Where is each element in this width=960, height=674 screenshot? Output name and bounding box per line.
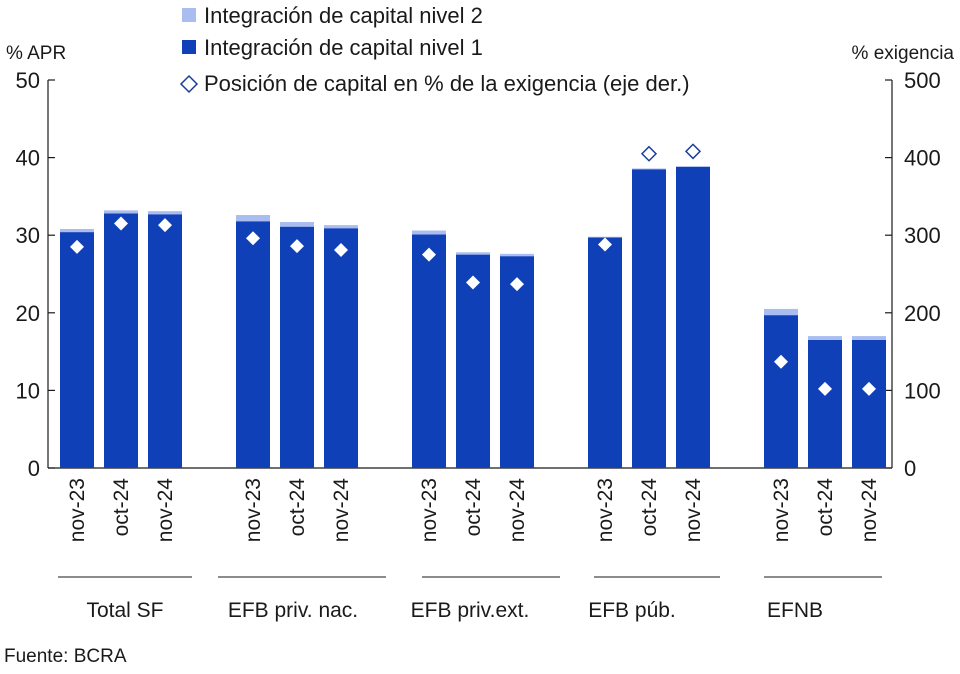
- source-note: Fuente: BCRA: [4, 646, 127, 667]
- group-label: EFB priv.ext.: [411, 599, 530, 622]
- capital-position-marker: [774, 354, 788, 369]
- bar-tier1: [500, 256, 534, 468]
- bar-tier1: [60, 232, 94, 468]
- x-tick-label: oct-24: [814, 478, 837, 537]
- capital-position-marker: [334, 242, 348, 257]
- x-tick-label: oct-24: [110, 478, 133, 537]
- capital-position-marker: [818, 381, 832, 396]
- right-tick-label: 500: [904, 68, 941, 93]
- group-label: EFB priv. nac.: [228, 599, 358, 622]
- bar-tier1: [412, 234, 446, 468]
- x-tick-label: nov-24: [506, 478, 529, 543]
- legend-label-capital-position: Posición de capital en % de la exigencia…: [204, 71, 690, 96]
- bar-tier2: [588, 236, 622, 238]
- capital-position-marker: [640, 145, 658, 162]
- x-tick-label: nov-24: [682, 478, 705, 543]
- legend-swatch-tier1: [182, 40, 196, 54]
- x-tick-label: oct-24: [462, 478, 485, 537]
- bar-tier2: [764, 308, 798, 316]
- left-axis-unit-label: % APR: [6, 43, 66, 64]
- bar-tier1: [280, 226, 314, 468]
- bar-tier2: [60, 228, 94, 233]
- bar-tier1: [588, 237, 622, 468]
- right-tick-label: 400: [904, 146, 941, 171]
- x-tick-label: oct-24: [638, 478, 661, 537]
- x-tick-label: oct-24: [286, 478, 309, 537]
- x-tick-label: nov-23: [66, 478, 89, 542]
- bar-tier2: [808, 336, 842, 340]
- left-tick-label: 50: [16, 68, 40, 93]
- bar-tier1: [676, 166, 710, 469]
- capital-position-marker: [290, 239, 304, 254]
- bar-tier2: [456, 252, 490, 255]
- legend-marker-capital-position: [179, 74, 199, 94]
- bar-tier1: [236, 221, 270, 468]
- bar-tier1: [456, 254, 490, 468]
- bar-tier1: [148, 214, 182, 468]
- x-tick-label: nov-23: [242, 478, 265, 542]
- capital-position-marker: [598, 237, 612, 252]
- capital-position-marker: [862, 381, 876, 396]
- bar-tier1: [324, 228, 358, 468]
- bar-tier1: [808, 339, 842, 468]
- left-tick-label: 0: [28, 456, 40, 481]
- capital-position-marker: [70, 239, 84, 254]
- bar-tier2: [280, 222, 314, 227]
- capital-position-marker: [510, 277, 524, 292]
- capital-position-marker: [114, 216, 128, 231]
- x-tick-label: nov-24: [858, 478, 881, 543]
- left-tick-label: 20: [16, 301, 40, 326]
- capital-position-marker: [422, 247, 436, 262]
- bar-tier1: [764, 315, 798, 468]
- bar-tier2: [500, 253, 534, 257]
- x-tick-label: nov-24: [154, 478, 177, 543]
- bar-tier2: [236, 215, 270, 222]
- capital-position-marker: [246, 231, 260, 246]
- right-tick-label: 100: [904, 378, 941, 403]
- bar-tier2: [412, 230, 446, 235]
- right-tick-label: 0: [904, 456, 916, 481]
- group-label: EFB púb.: [588, 599, 676, 622]
- bar-tier2: [104, 210, 138, 214]
- x-tick-label: nov-24: [330, 478, 353, 543]
- x-tick-label: nov-23: [594, 478, 617, 542]
- bar-tier2: [676, 166, 710, 167]
- legend-label-tier2: Integración de capital nivel 2: [204, 3, 483, 28]
- left-tick-label: 30: [16, 223, 40, 248]
- group-label: EFNB: [767, 599, 823, 622]
- capital-position-marker: [684, 143, 702, 160]
- legend-swatch-tier2: [182, 8, 196, 22]
- left-tick-label: 10: [16, 378, 40, 403]
- bar-tier1: [632, 169, 666, 469]
- bar-tier2: [324, 225, 358, 229]
- x-tick-label: nov-23: [418, 478, 441, 542]
- capital-position-marker: [466, 275, 480, 290]
- bar-tier1: [104, 213, 138, 468]
- legend-label-tier1: Integración de capital nivel 1: [204, 35, 483, 60]
- bar-tier1: [852, 339, 886, 468]
- bar-tier2: [852, 336, 886, 340]
- x-tick-label: nov-23: [770, 478, 793, 542]
- group-label: Total SF: [86, 599, 163, 622]
- capital-position-marker: [158, 218, 172, 233]
- right-axis-unit-label: % exigencia: [852, 43, 955, 64]
- bar-tier2: [148, 211, 182, 215]
- right-tick-label: 300: [904, 223, 941, 248]
- left-tick-label: 40: [16, 146, 40, 171]
- bar-tier2: [632, 168, 666, 170]
- right-tick-label: 200: [904, 301, 941, 326]
